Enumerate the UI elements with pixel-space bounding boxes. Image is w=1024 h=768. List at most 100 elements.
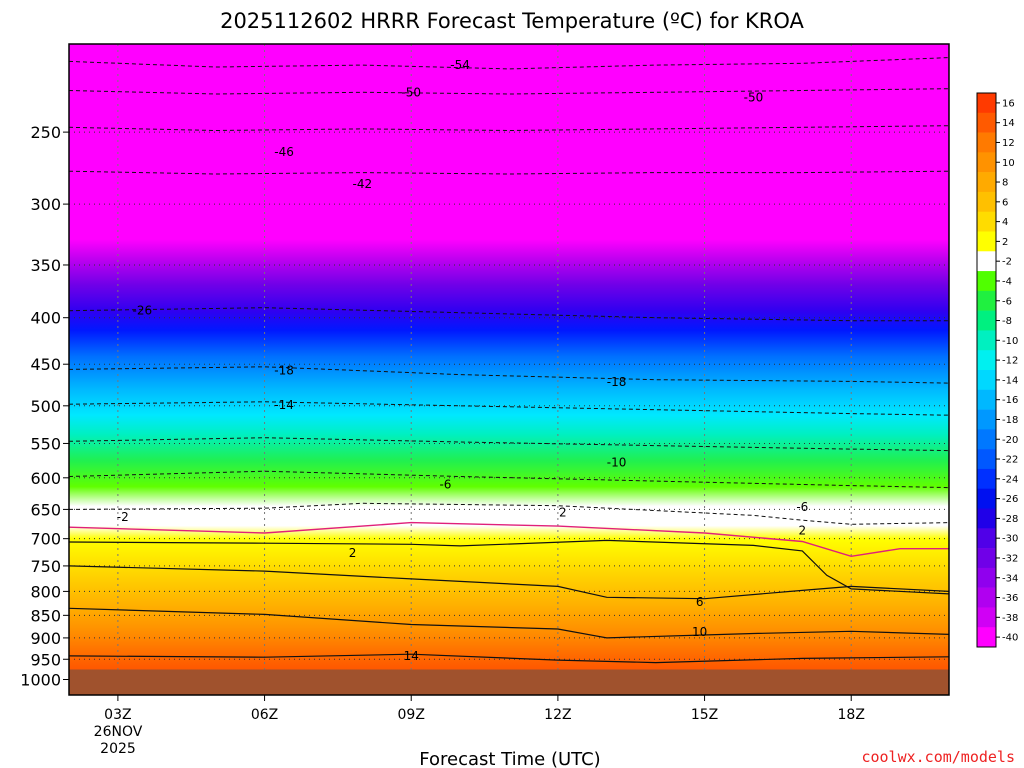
colorbar-swatch <box>977 211 996 232</box>
x-tick-label: 18Z <box>838 707 865 723</box>
colorbar-swatch <box>977 508 996 529</box>
colorbar-frame <box>976 92 997 648</box>
colorbar-swatch <box>977 112 996 133</box>
colorbar-tick-label: -4 <box>1002 276 1012 287</box>
colorbar-swatch <box>977 310 996 331</box>
colorbar-tick-label: -8 <box>1002 316 1012 327</box>
plot-area: -54 -50 -50 -46 -42 -26 -18 -18 -14 -10 -6 -6 -2 2 2 2 6… <box>69 44 949 695</box>
contour-label-layer: -54 -50 -50 -46 -42 -26 -18 -18 -14 -10 -6 -6 -2 2 2 2 6… <box>117 58 809 663</box>
colorbar-tick-label: -20 <box>1002 435 1018 446</box>
colorbar-tick-label: -30 <box>1002 534 1018 545</box>
y-tick-label: 800 <box>30 582 61 601</box>
y-tick-label: 850 <box>30 606 61 625</box>
y-tick-label: 950 <box>30 650 61 669</box>
colorbar-tick-label: -32 <box>1002 553 1018 564</box>
isotherm-solid <box>69 539 949 595</box>
contour-label: -42 <box>353 177 373 191</box>
plot-frame <box>68 43 950 696</box>
x-tick-label: 12Z <box>544 707 571 723</box>
isotherm-solid <box>69 607 949 639</box>
isotherm-dashed <box>69 366 949 384</box>
colorbar-tick-label: -16 <box>1002 395 1018 406</box>
colorbar-tick-label: -36 <box>1002 593 1018 604</box>
contour-label: -26 <box>133 304 153 318</box>
x-axis-ticks: 03Z 06Z 09Z 12Z 15Z 18Z <box>104 695 865 723</box>
colorbar-swatch <box>977 528 996 549</box>
isotherm-dashed <box>69 437 949 452</box>
y-tick-label: 1000 <box>20 671 61 690</box>
contour-label: -46 <box>274 145 294 159</box>
x-tick-label: 06Z <box>251 707 278 723</box>
colorbar-swatch <box>977 132 996 153</box>
colorbar-swatch <box>977 152 996 173</box>
contour-label: -10 <box>607 455 627 469</box>
y-axis-ticks: 250 300 350 400 450 500 550 600 650 700 750 800 850 9… <box>20 123 69 690</box>
colorbar-tick-label: 2 <box>1002 237 1008 248</box>
terrain-below-ground <box>69 669 949 695</box>
contour-label: -18 <box>274 363 294 377</box>
colorbar-tick-label: -34 <box>1002 573 1018 584</box>
colorbar-tick-label: -40 <box>1002 633 1018 644</box>
colorbar-swatch <box>977 548 996 569</box>
contour-label: -54 <box>450 58 470 72</box>
x-tick-label: 03Z <box>104 707 131 723</box>
colorbar-tick-label: -2 <box>1002 257 1012 268</box>
y-tick-label: 700 <box>30 530 61 549</box>
y-tick-label: 750 <box>30 557 61 576</box>
contour-label: -14 <box>274 398 294 412</box>
colorbar-tick-label: -28 <box>1002 514 1018 525</box>
colorbar-swatch <box>977 290 996 311</box>
x-tick-label: 09Z <box>398 707 425 723</box>
colorbar-swatch <box>977 449 996 470</box>
colorbar-tick-label: -26 <box>1002 494 1018 505</box>
colorbar-swatch <box>977 429 996 450</box>
isotherm-dashed <box>69 307 949 322</box>
contour-label: 14 <box>404 649 419 663</box>
x-axis-label: Forecast Time (UTC) <box>419 749 600 768</box>
colorbar-tick-label: -14 <box>1002 375 1018 386</box>
contour-label: 2 <box>559 505 567 519</box>
colorbar-swatch <box>977 587 996 608</box>
y-tick-label: 500 <box>30 397 61 416</box>
y-tick-label: 650 <box>30 500 61 519</box>
x-date-line2: 2025 <box>100 741 136 757</box>
colorbar-swatch <box>977 370 996 391</box>
colorbar-tick-label: -18 <box>1002 415 1018 426</box>
colorbar-swatch <box>977 567 996 588</box>
colorbar-tick-label: 10 <box>1002 158 1015 169</box>
freezing-line <box>69 521 949 558</box>
colorbar-swatch <box>977 607 996 628</box>
colorbar-tick-label: 16 <box>1002 98 1015 109</box>
isotherm-solid <box>69 565 949 600</box>
y-tick-label: 550 <box>30 434 61 453</box>
colorbar-tick-label: -24 <box>1002 474 1018 485</box>
colorbar-tick-label: -38 <box>1002 613 1018 624</box>
contour-label: -50 <box>744 90 764 104</box>
y-tick-label: 450 <box>30 355 61 374</box>
contour-label: 10 <box>692 625 707 639</box>
y-tick-label: 600 <box>30 469 61 488</box>
credit-text: coolwx.com/models <box>861 748 1015 766</box>
isotherm-solid <box>69 653 949 664</box>
contour-label: 2 <box>349 546 357 560</box>
colorbar-swatch <box>977 488 996 509</box>
colorbar-swatch <box>977 191 996 213</box>
colorbar-swatch <box>977 251 996 272</box>
contour-label: -2 <box>117 510 129 524</box>
colorbar-swatch <box>977 350 996 371</box>
colorbar-swatch <box>977 389 996 410</box>
y-tick-label: 250 <box>30 123 61 142</box>
contour-label: -6 <box>796 500 808 514</box>
colorbar-swatch <box>977 627 996 648</box>
chart-title: 2025112602 HRRR Forecast Temperature (ºC… <box>220 9 804 33</box>
contour-label: -50 <box>401 85 421 99</box>
temperature-fill <box>69 44 949 695</box>
contour-label: 6 <box>696 595 704 609</box>
colorbar-tick-label: 6 <box>1002 197 1008 208</box>
colorbar-swatch <box>977 172 996 193</box>
colorbar-tick-label: -12 <box>1002 356 1018 367</box>
y-tick-label: 900 <box>30 629 61 648</box>
contour-label: -6 <box>439 477 451 491</box>
x-tick-label: 15Z <box>691 707 718 723</box>
